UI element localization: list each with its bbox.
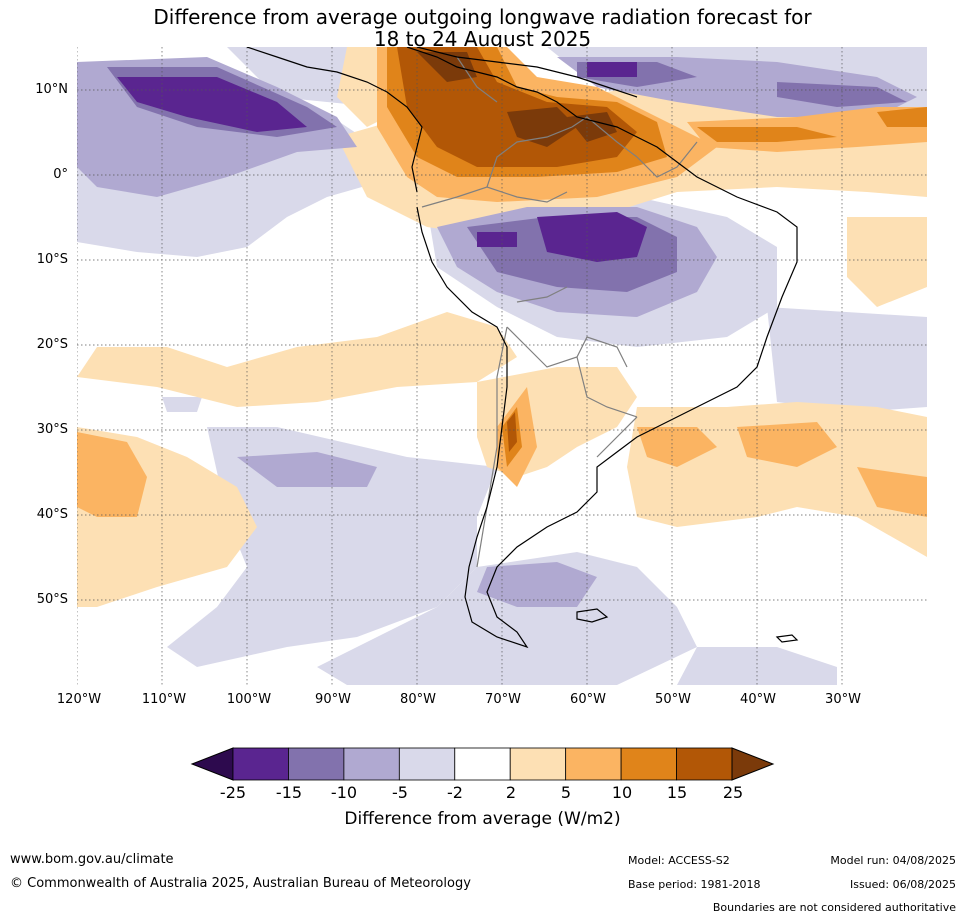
south-georgia — [775, 634, 799, 643]
lat-label: 10°S — [36, 252, 68, 267]
lon-label: 40°W — [740, 692, 776, 707]
base-period-text: Base period: 1981-2018 — [628, 878, 761, 891]
colorbar-tick-label: 5 — [560, 783, 572, 802]
model-run-text: Model run: 04/08/2025 — [830, 854, 956, 867]
website-link[interactable]: www.bom.gov.au/climate — [10, 852, 174, 867]
lat-label: 20°S — [36, 337, 68, 352]
boundaries-note: Boundaries are not considered authoritat… — [712, 901, 956, 914]
colorbar-low-extend — [190, 747, 234, 781]
model-text: Model: ACCESS-S2 — [628, 854, 730, 867]
graticule — [77, 47, 927, 685]
lat-label: 50°S — [36, 592, 68, 607]
issued-text: Issued: 06/08/2025 — [849, 878, 956, 891]
colorbar-bin — [343, 747, 400, 781]
colorbar-bin — [288, 747, 345, 781]
lat-label: 40°S — [36, 507, 68, 522]
colorbar-tick-label: -25 — [219, 783, 247, 802]
lon-label: 50°W — [655, 692, 691, 707]
lon-label: 80°W — [400, 692, 436, 707]
falkland-islands — [576, 608, 609, 623]
lon-label: 70°W — [485, 692, 521, 707]
anomaly-pos25 — [417, 52, 617, 147]
colorbar-bin — [232, 747, 289, 781]
colorbar-bin — [620, 747, 677, 781]
colorbar-tick-label: 10 — [611, 783, 633, 802]
colorbar-tick-label: 15 — [666, 783, 688, 802]
lat-label: 0° — [53, 167, 68, 182]
colorbar-bin — [509, 747, 567, 781]
colorbar-bin — [565, 747, 622, 781]
lon-label: 90°W — [315, 692, 351, 707]
lat-label: 10°N — [35, 82, 68, 97]
south-america-coast — [406, 47, 798, 649]
map-title-line1: Difference from average outgoing longwav… — [153, 5, 812, 29]
caribbean-coast — [416, 47, 638, 98]
lon-label: 110°W — [141, 692, 187, 707]
colorbar-tick-label: 2 — [505, 783, 517, 802]
lon-label: 120°W — [56, 692, 102, 707]
anomaly-neg15-25 — [117, 62, 647, 262]
colorbar-bin — [676, 747, 733, 781]
coastlines — [246, 47, 799, 649]
colorbar-tick-label: -15 — [275, 783, 303, 802]
colorbar-tick-label: -2 — [447, 783, 463, 802]
map — [77, 47, 927, 685]
colorbar-title: Difference from average (W/m2) — [344, 809, 621, 829]
colorbar-tick-label: 25 — [722, 783, 744, 802]
lon-label: 60°W — [570, 692, 606, 707]
central-america-coast — [246, 47, 423, 193]
colorbar-tick-label: -5 — [392, 783, 408, 802]
lon-label: 100°W — [226, 692, 272, 707]
lat-label: 30°S — [36, 422, 68, 437]
colorbar-tick-label: -10 — [330, 783, 358, 802]
colorbar-bin — [398, 747, 456, 781]
colorbar-bins — [232, 747, 733, 781]
colorbar-high-extend — [731, 747, 775, 781]
colorbar — [190, 747, 775, 781]
country-borders — [421, 56, 698, 568]
copyright-text: © Commonwealth of Australia 2025, Austra… — [10, 876, 471, 891]
lon-label: 30°W — [825, 692, 861, 707]
map-title-line2: 18 to 24 August 2025 — [373, 27, 592, 51]
colorbar-bin — [454, 747, 511, 781]
